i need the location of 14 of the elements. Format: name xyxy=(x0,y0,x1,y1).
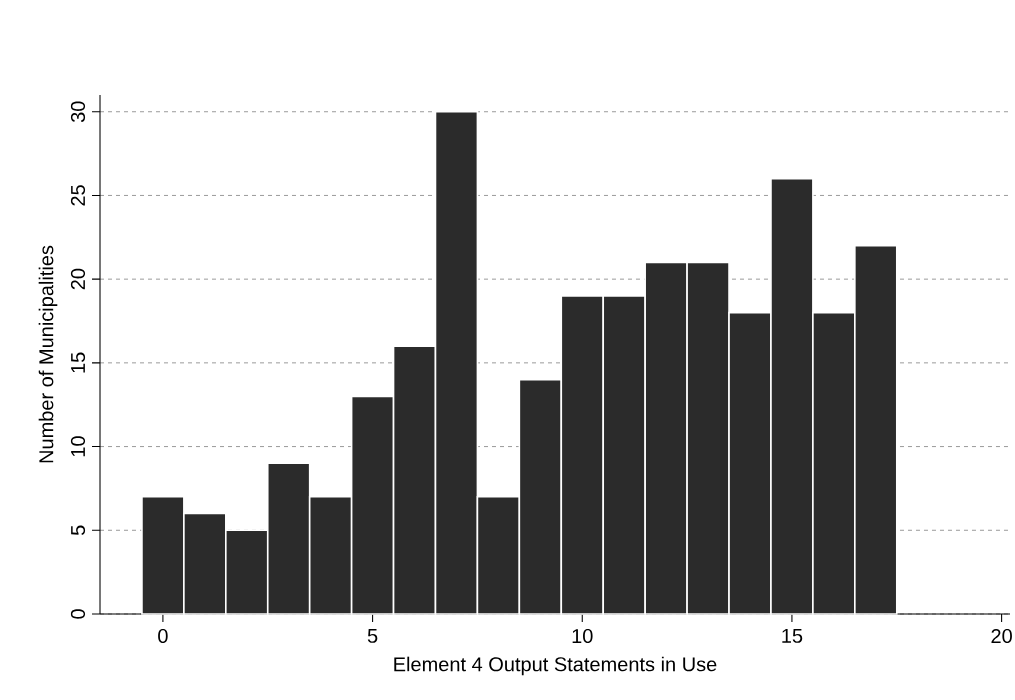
y-tick-label: 20 xyxy=(70,268,86,290)
y-tick-label: 25 xyxy=(70,185,86,206)
y-tick-label: 0 xyxy=(70,609,86,619)
y-tick-label: 10 xyxy=(70,436,86,457)
y-tick-label: 30 xyxy=(70,101,86,123)
x-tick-label: 0 xyxy=(158,628,168,644)
x-axis-title: Element 4 Output Statements in Use xyxy=(394,656,717,676)
y-axis-title: Number of Municipalities xyxy=(38,245,58,463)
x-tick-label: 15 xyxy=(782,628,803,643)
y-tick-label: 15 xyxy=(71,352,86,373)
x-tick-label: 10 xyxy=(572,628,593,644)
x-tick-label: 20 xyxy=(991,628,1012,644)
x-tick-label: 5 xyxy=(367,628,378,643)
y-tick-label: 5 xyxy=(71,525,86,536)
